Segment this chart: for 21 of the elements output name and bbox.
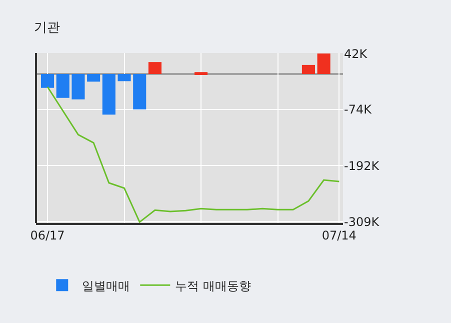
bar (118, 74, 131, 82)
y-tick-label: -74K (344, 102, 373, 117)
line-series (46, 86, 340, 223)
chart-title: 기관 (34, 20, 60, 36)
bar (148, 62, 162, 74)
legend-label: 일별매매 (82, 278, 130, 293)
bar (317, 53, 330, 74)
legend-label: 누적 매매동향 (175, 278, 251, 293)
bar (56, 74, 70, 98)
bar (40, 74, 54, 88)
x-tick-label: 07/14 (322, 228, 356, 242)
x-tick-label: 06/17 (30, 228, 65, 242)
bar (302, 64, 315, 74)
bar (133, 74, 146, 110)
y-tick-label: -192K (344, 158, 380, 173)
y-tick-label: -309K (344, 214, 380, 229)
bar (102, 74, 116, 115)
bar (87, 74, 100, 82)
bar (194, 72, 208, 75)
bar (72, 74, 85, 100)
y-tick-label: 42K (344, 47, 368, 62)
